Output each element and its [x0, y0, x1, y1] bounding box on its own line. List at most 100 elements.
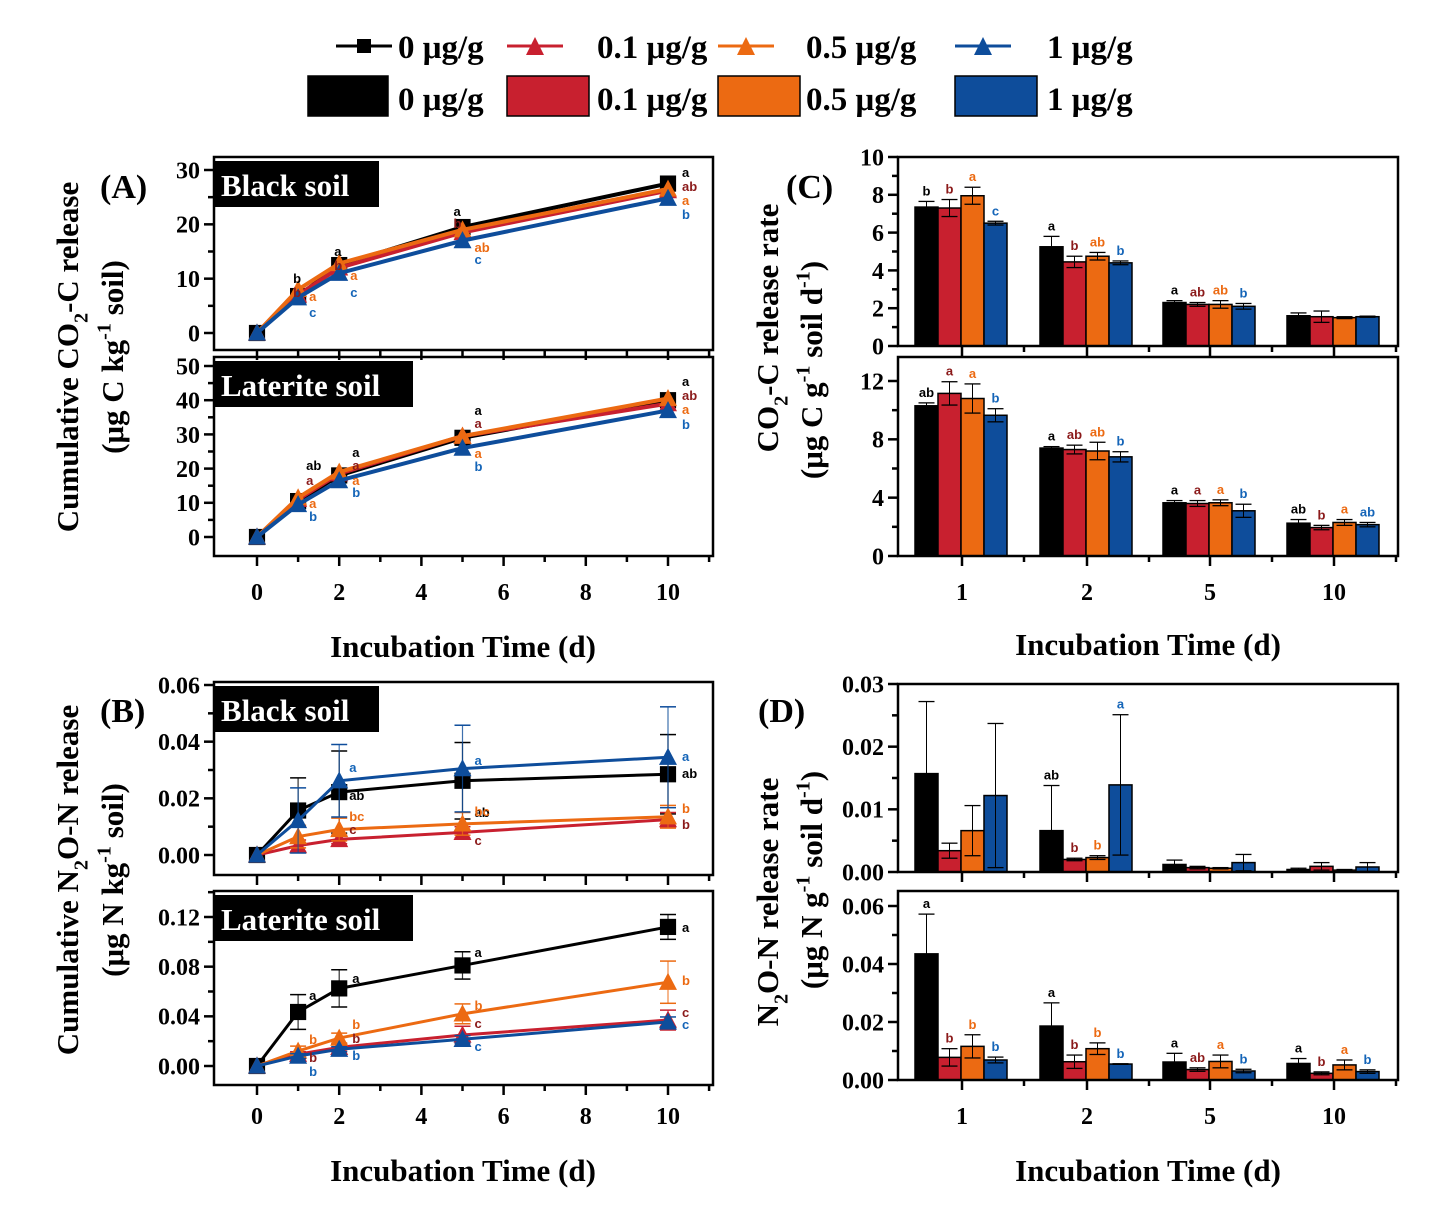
x-tick-label: 5 [1204, 580, 1216, 606]
significance-letter: a [682, 374, 690, 389]
significance-letter: a [306, 473, 314, 488]
significance-letter: b [352, 1048, 360, 1063]
bar [1162, 301, 1187, 347]
x-tick-label: 10 [656, 1104, 680, 1130]
bar [983, 414, 1008, 557]
legend-triangle-marker [526, 37, 544, 55]
significance-letter: a [352, 971, 360, 986]
series-1 [248, 188, 677, 341]
data-point-triangle [330, 1028, 349, 1046]
significance-letter: b [682, 817, 690, 832]
significance-letter: c [682, 1005, 689, 1020]
series-0: ab [914, 700, 1311, 873]
x-tick-label: 8 [580, 580, 592, 606]
significance-letter: a [969, 169, 977, 184]
y-tick-label: 0.08 [158, 955, 200, 981]
data-point-triangle [659, 401, 677, 419]
y-tick-label: 0.06 [158, 673, 200, 699]
legend-bar-label: 1 μg/g [1047, 82, 1133, 118]
data-point-triangle [453, 814, 472, 832]
y-tick-label: 0.02 [842, 735, 884, 761]
x-tick-label: 0 [251, 1104, 263, 1130]
x-tick-label: 6 [498, 1104, 510, 1130]
significance-letter: b [475, 998, 483, 1013]
x-tick-label: 2 [333, 580, 345, 606]
y-tick-label: 0.03 [842, 672, 884, 698]
significance-letter: b [454, 216, 462, 231]
legend-bar-entry: 0.5 μg/g [717, 75, 917, 118]
y-tick-label: 0 [188, 321, 200, 347]
panel-label: (A) [100, 169, 147, 206]
data-point-triangle [248, 527, 266, 545]
x-axis-label: Incubation Time (d) [330, 1153, 596, 1188]
bar [1208, 502, 1233, 557]
data-point-triangle [659, 188, 677, 206]
bar [1286, 315, 1311, 347]
series-0: baa [914, 183, 1311, 347]
legend-bar-entry: 0.1 μg/g [506, 75, 708, 118]
legend-triangle-marker [737, 37, 755, 55]
legend-line-entry: 0.5 μg/g [718, 30, 917, 66]
x-axis-label: Incubation Time (d) [1015, 1153, 1281, 1188]
y-tick-label: 0.04 [158, 730, 200, 756]
significance-letter: b [1094, 1025, 1102, 1040]
significance-letter: bc [475, 804, 490, 819]
x-tick-label: 10 [1322, 1104, 1346, 1130]
y-tick-label: 8 [872, 183, 884, 209]
y-tick-label: 4 [872, 486, 884, 512]
axis-labels: 0 2 4 6 8 10 Incubation Time (d) (A)Cumulative … [50, 169, 680, 664]
significance-letter: a [923, 896, 931, 911]
significance-letter: a [454, 204, 462, 219]
significance-letter: ab [682, 388, 697, 403]
soil-title-text: Black soil [221, 693, 350, 728]
bar [1039, 447, 1064, 557]
significance-letter: b [682, 973, 690, 988]
data-point-square [290, 1003, 307, 1021]
significance-letter: b [1094, 838, 1102, 853]
series-1 [248, 706, 677, 863]
significance-letter: c [475, 833, 482, 848]
legend-bar-swatch [506, 75, 590, 117]
y-axis-unit-label: (μg C g-1 soil d-1) [793, 261, 829, 479]
significance-letter: ab [1190, 285, 1205, 300]
y-tick-label: 20 [176, 457, 200, 483]
significance-letter: c [475, 1039, 482, 1054]
significance-letter: b [1318, 1054, 1326, 1069]
series-1 [248, 401, 677, 545]
legend-bar-label: 0.1 μg/g [597, 82, 708, 118]
y-tick-label: 50 [176, 354, 200, 380]
x-tick-label: 2 [1081, 580, 1093, 606]
significance-letter: a [1048, 429, 1056, 444]
panel-c: baabbabaababcbb0246810abaaabaababaabaabb… [750, 145, 1400, 662]
y-tick-label: 10 [176, 267, 200, 293]
data-point-square [331, 980, 348, 997]
significance-letter: ab [1360, 504, 1375, 519]
significance-letter: ab [1044, 768, 1059, 783]
significance-letter: ab [1090, 424, 1105, 439]
y-tick-label: 12 [860, 369, 884, 395]
significance-letter: a [1217, 482, 1225, 497]
soil-title: Black soil [215, 686, 379, 732]
data-point-triangle [330, 771, 349, 789]
significance-letter: a [682, 402, 690, 417]
data-point-triangle [289, 1046, 308, 1064]
bar [1332, 521, 1357, 557]
data-point-triangle [248, 1056, 266, 1074]
soil-title: Laterite soil [215, 895, 413, 941]
panel-label: (D) [758, 693, 805, 730]
significance-letter: ab [919, 385, 934, 400]
x-tick-label: 0 [251, 580, 263, 606]
legend-line-entry: 0.1 μg/g [507, 30, 708, 66]
significance-letter: ab [1190, 1050, 1205, 1065]
soil-title-background [215, 161, 379, 207]
significance-letter: c [350, 285, 357, 300]
significance-letter: a [1171, 483, 1179, 498]
y-tick-label: 0.02 [158, 787, 200, 813]
data-point-square [659, 918, 677, 936]
y-tick-label: 0.00 [158, 1054, 200, 1080]
bar [1108, 456, 1133, 557]
significance-letter: b [1240, 486, 1248, 501]
